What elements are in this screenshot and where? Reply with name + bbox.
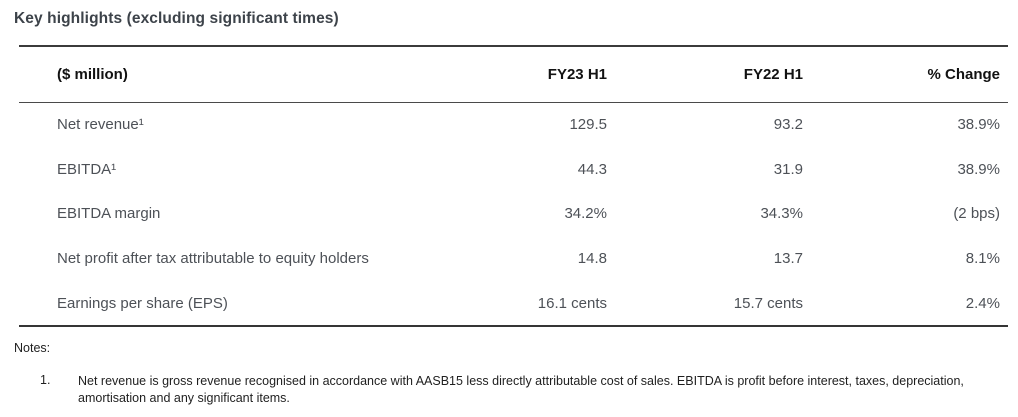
- cell-fy23-h1: 34.2%: [564, 205, 607, 223]
- row-label: EBITDA margin: [57, 205, 161, 223]
- cell-pct-change: 8.1%: [965, 250, 1000, 268]
- row-label: Earnings per share (EPS): [57, 294, 228, 312]
- column-header-metric: ($ million): [19, 46, 452, 103]
- table-row: Net revenue¹ 129.5 93.2 38.9%: [19, 102, 1008, 147]
- table-row: EBITDA margin 34.2% 34.3% (2 bps): [19, 192, 1008, 237]
- cell-pct-change: 38.9%: [957, 116, 1000, 134]
- row-label: Net profit after tax attributable to equ…: [57, 250, 369, 268]
- table-row: Earnings per share (EPS) 16.1 cents 15.7…: [19, 281, 1008, 326]
- highlights-table-container: ($ million) FY23 H1 FY22 H1 % Change Net…: [19, 45, 1008, 327]
- column-header-fy22-h1: FY22 H1: [617, 46, 813, 103]
- column-header-fy23-h1: FY23 H1: [452, 46, 617, 103]
- cell-fy23-h1: 16.1 cents: [537, 294, 607, 312]
- table-header-row: ($ million) FY23 H1 FY22 H1 % Change: [19, 46, 1008, 103]
- cell-fy22-h1: 15.7 cents: [733, 294, 803, 312]
- notes-label: Notes:: [14, 340, 51, 355]
- note-number: 1.: [40, 372, 51, 387]
- cell-pct-change: (2 bps): [953, 205, 1000, 223]
- row-label: Net revenue¹: [57, 116, 144, 134]
- cell-fy23-h1: 44.3: [577, 160, 607, 178]
- cell-fy22-h1: 31.9: [773, 160, 803, 178]
- page-title: Key highlights (excluding significant ti…: [14, 10, 339, 27]
- cell-fy23-h1: 129.5: [569, 116, 607, 134]
- table-row: Net profit after tax attributable to equ…: [19, 236, 1008, 281]
- note-text: Net revenue is gross revenue recognised …: [78, 373, 964, 405]
- table-row: EBITDA¹ 44.3 31.9 38.9%: [19, 147, 1008, 192]
- row-label: EBITDA¹: [57, 160, 117, 178]
- notes-section: Notes: 1. Net revenue is gross revenue r…: [14, 341, 1018, 407]
- cell-pct-change: 2.4%: [965, 294, 1000, 312]
- cell-fy23-h1: 14.8: [577, 250, 607, 268]
- cell-fy22-h1: 93.2: [773, 116, 803, 134]
- cell-pct-change: 38.9%: [957, 160, 1000, 178]
- note-item: 1. Net revenue is gross revenue recognis…: [14, 373, 1018, 407]
- highlights-table: ($ million) FY23 H1 FY22 H1 % Change Net…: [19, 45, 1008, 327]
- column-header-pct-change: % Change: [813, 46, 1008, 103]
- cell-fy22-h1: 34.3%: [760, 205, 803, 223]
- cell-fy22-h1: 13.7: [773, 250, 803, 268]
